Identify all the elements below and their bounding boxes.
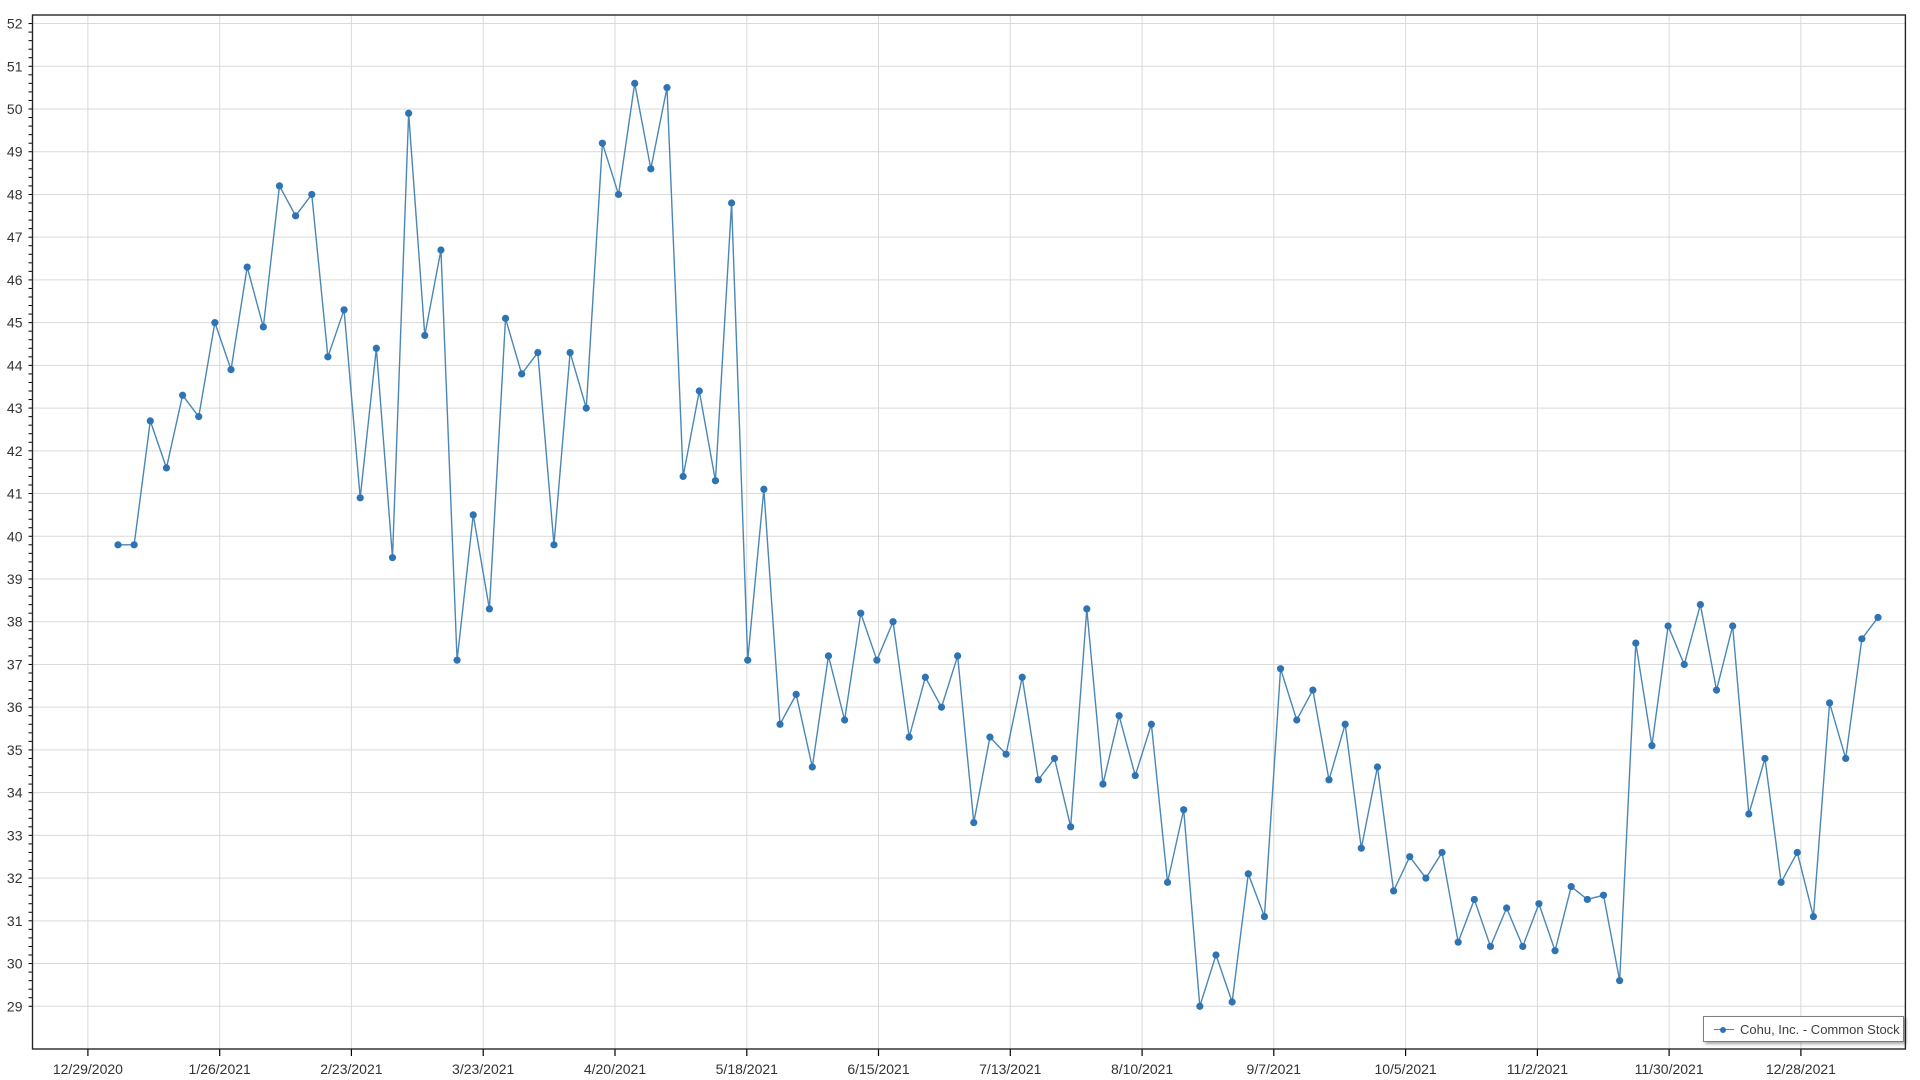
svg-text:47: 47 bbox=[7, 229, 23, 245]
svg-text:3/23/2021: 3/23/2021 bbox=[452, 1061, 514, 1077]
svg-text:32: 32 bbox=[7, 870, 23, 886]
svg-text:11/2/2021: 11/2/2021 bbox=[1507, 1061, 1568, 1077]
svg-text:44: 44 bbox=[7, 357, 23, 373]
svg-text:12/28/2021: 12/28/2021 bbox=[1766, 1061, 1836, 1077]
svg-text:52: 52 bbox=[7, 16, 23, 32]
svg-text:46: 46 bbox=[7, 272, 23, 288]
svg-text:10/5/2021: 10/5/2021 bbox=[1374, 1061, 1436, 1077]
svg-text:43: 43 bbox=[7, 400, 23, 416]
svg-text:36: 36 bbox=[7, 699, 23, 715]
svg-text:45: 45 bbox=[7, 315, 23, 331]
svg-text:38: 38 bbox=[7, 614, 23, 630]
svg-text:12/29/2020: 12/29/2020 bbox=[53, 1061, 123, 1077]
svg-text:50: 50 bbox=[7, 101, 23, 117]
svg-text:41: 41 bbox=[7, 486, 23, 502]
svg-text:33: 33 bbox=[7, 827, 23, 843]
svg-text:42: 42 bbox=[7, 443, 23, 459]
svg-text:49: 49 bbox=[7, 144, 23, 160]
svg-text:34: 34 bbox=[7, 785, 23, 801]
svg-text:39: 39 bbox=[7, 571, 23, 587]
svg-text:6/15/2021: 6/15/2021 bbox=[847, 1061, 909, 1077]
svg-text:4/20/2021: 4/20/2021 bbox=[584, 1061, 646, 1077]
svg-text:8/10/2021: 8/10/2021 bbox=[1111, 1061, 1173, 1077]
svg-text:5/18/2021: 5/18/2021 bbox=[716, 1061, 778, 1077]
svg-text:9/7/2021: 9/7/2021 bbox=[1247, 1061, 1302, 1077]
svg-text:51: 51 bbox=[7, 58, 23, 74]
svg-text:11/30/2021: 11/30/2021 bbox=[1635, 1061, 1704, 1077]
svg-text:1/26/2021: 1/26/2021 bbox=[189, 1061, 251, 1077]
svg-text:40: 40 bbox=[7, 528, 23, 544]
svg-text:2/23/2021: 2/23/2021 bbox=[320, 1061, 382, 1077]
svg-text:37: 37 bbox=[7, 657, 23, 673]
svg-text:7/13/2021: 7/13/2021 bbox=[979, 1061, 1041, 1077]
svg-text:48: 48 bbox=[7, 187, 23, 203]
svg-text:35: 35 bbox=[7, 742, 23, 758]
svg-text:31: 31 bbox=[7, 913, 23, 929]
svg-text:30: 30 bbox=[7, 956, 23, 972]
svg-text:29: 29 bbox=[7, 998, 23, 1014]
